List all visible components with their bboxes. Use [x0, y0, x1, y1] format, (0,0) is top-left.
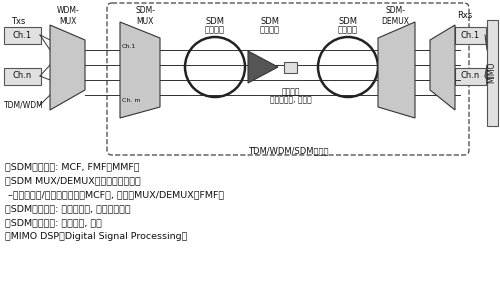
Text: Ch.1: Ch.1 — [460, 30, 479, 40]
FancyBboxPatch shape — [454, 67, 486, 84]
FancyBboxPatch shape — [454, 26, 486, 43]
Text: SDM: SDM — [206, 18, 225, 26]
Text: 光増幅器: 光増幅器 — [260, 25, 280, 35]
Text: MIMO: MIMO — [488, 61, 496, 83]
Text: SDM-
MUX: SDM- MUX — [135, 6, 155, 26]
Text: ・SDM光増幅器: マルチコア, フゥーモード: ・SDM光増幅器: マルチコア, フゥーモード — [5, 204, 130, 213]
Text: SDM: SDM — [338, 18, 357, 26]
Polygon shape — [430, 25, 455, 110]
Text: ・MIMO DSP（Digital Signal Processing）: ・MIMO DSP（Digital Signal Processing） — [5, 232, 188, 241]
FancyBboxPatch shape — [486, 20, 498, 125]
Text: TDM/WDM/SDM伝送系: TDM/WDM/SDM伝送系 — [248, 146, 328, 155]
Text: SDM: SDM — [260, 18, 280, 26]
FancyBboxPatch shape — [284, 62, 296, 72]
Text: Rxs: Rxs — [458, 11, 472, 21]
Text: ・SDMファイバ: MCF, FMF（MMF）: ・SDMファイバ: MCF, FMF（MMF） — [5, 162, 140, 171]
Text: WDM-
MUX: WDM- MUX — [56, 6, 80, 26]
Text: 接続技術: 接続技術 — [282, 87, 300, 96]
Text: Ch. m: Ch. m — [122, 98, 141, 103]
Text: （コネクタ, 融着）: （コネクタ, 融着） — [270, 95, 312, 104]
Text: –ファンイン/ファンアウト（MCF）, モードMUX/DEMUX（FMF）: –ファンイン/ファンアウト（MCF）, モードMUX/DEMUX（FMF） — [5, 190, 224, 199]
Text: Ch.1: Ch.1 — [12, 30, 32, 40]
Polygon shape — [248, 51, 278, 83]
Text: TDM/WDM: TDM/WDM — [4, 100, 44, 110]
FancyBboxPatch shape — [4, 26, 40, 43]
Text: Ch.n: Ch.n — [460, 71, 479, 81]
Polygon shape — [378, 22, 415, 118]
Text: Txs: Txs — [11, 18, 25, 26]
Polygon shape — [120, 22, 160, 118]
FancyBboxPatch shape — [4, 67, 40, 84]
Text: Ch.1: Ch.1 — [122, 45, 136, 50]
Text: ・SDM接続技術: コネクタ, 融着: ・SDM接続技術: コネクタ, 融着 — [5, 218, 102, 227]
Text: ファイバ: ファイバ — [338, 25, 358, 35]
Polygon shape — [50, 25, 85, 110]
Text: Ch.n: Ch.n — [12, 71, 32, 81]
Text: ファイバ: ファイバ — [205, 25, 225, 35]
Text: SDM-
DEMUX: SDM- DEMUX — [381, 6, 409, 26]
Text: ・SDM MUX/DEMUX（多重分離回路）: ・SDM MUX/DEMUX（多重分離回路） — [5, 176, 141, 185]
